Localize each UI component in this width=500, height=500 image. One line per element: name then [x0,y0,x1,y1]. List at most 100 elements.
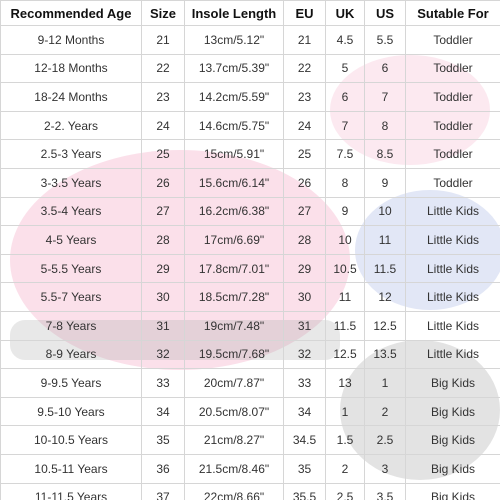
table-cell: 34.5 [283,425,326,455]
table-cell: 8.5 [364,139,406,169]
table-row: 10.5-11 Years 36 21.5cm/8.46" 35 2 3 Big Kids [0,453,500,484]
table-row: 12-18 Months 22 13.7cm/5.39" 22 5 6 Toddler [0,53,500,84]
table-cell: 13cm/5.12" [184,25,284,55]
table-cell: 9 [364,167,406,198]
table-cell: 11 [325,282,365,312]
table-cell: 26 [283,167,326,198]
table-cell: 16.2cm/6.38" [184,196,284,227]
table-cell: Toddler [405,139,500,169]
table-cell: Toddler [405,110,500,141]
table-cell: 37 [141,482,185,500]
table-cell: 7 [325,110,365,141]
table-cell: 4-5 Years [0,225,142,255]
table-cell: 18-24 Months [0,82,142,112]
column-header: UK [325,0,365,26]
table-cell: 10 [364,196,406,227]
table-cell: 22 [141,53,185,84]
table-cell: 36 [141,453,185,484]
table-cell: 22cm/8.66" [184,482,284,500]
table-cell: 14.6cm/5.75" [184,110,284,141]
table-cell: 15.6cm/6.14" [184,167,284,198]
table-cell: 35.5 [283,482,326,500]
table-cell: 7 [364,82,406,112]
table-cell: 9.5-10 Years [0,396,142,427]
column-header: Recommended Age [0,0,142,26]
table-cell: 12.5 [364,310,406,341]
table-cell: 9-9.5 Years [0,368,142,398]
table-cell: 28 [283,225,326,255]
table-cell: 2.5 [325,482,365,500]
table-row: 2-2. Years 24 14.6cm/5.75" 24 7 8 Toddler [0,110,500,141]
table-cell: 21.5cm/8.46" [184,453,284,484]
table-row: 3-3.5 Years 26 15.6cm/6.14" 26 8 9 Toddler [0,167,500,198]
table-cell: Big Kids [405,482,500,500]
header-row: Recommended Age Size Insole Length EU UK US Su… [0,0,500,26]
table-cell: 2 [325,453,365,484]
table-cell: 23 [141,82,185,112]
table-cell: 17cm/6.69" [184,225,284,255]
table-cell: 25 [283,139,326,169]
table-cell: 19cm/7.48" [184,310,284,341]
table-cell: 6 [364,53,406,84]
table-cell: 33 [141,368,185,398]
table-cell: 5.5 [364,25,406,55]
table-cell: 1 [325,396,365,427]
table-cell: 21cm/8.27" [184,425,284,455]
table-cell: 34 [141,396,185,427]
table-row: 4-5 Years 28 17cm/6.69" 28 10 11 Little Kids [0,225,500,255]
table-cell: Toddler [405,82,500,112]
table-row: 5-5.5 Years 29 17.8cm/7.01" 29 10.5 11.5 Littl… [0,253,500,284]
table-cell: 8-9 Years [0,339,142,370]
table-cell: 29 [141,253,185,284]
table-cell: 25 [141,139,185,169]
table-cell: 30 [141,282,185,312]
table-cell: 2 [364,396,406,427]
table-cell: 29 [283,253,326,284]
table-cell: Little Kids [405,225,500,255]
table-cell: 8 [364,110,406,141]
table-cell: Little Kids [405,339,500,370]
table-cell: 9-12 Months [0,25,142,55]
table-row: 2.5-3 Years 25 15cm/5.91" 25 7.5 8.5 Toddler [0,139,500,169]
table-cell: 3.5-4 Years [0,196,142,227]
table-cell: 13.7cm/5.39" [184,53,284,84]
table-cell: 2.5 [364,425,406,455]
table-cell: 4.5 [325,25,365,55]
table-cell: 30 [283,282,326,312]
table-cell: 6 [325,82,365,112]
table-cell: 5.5-7 Years [0,282,142,312]
table-cell: Big Kids [405,453,500,484]
table-cell: 13.5 [364,339,406,370]
column-header: Size [141,0,185,26]
table-cell: 9 [325,196,365,227]
table-cell: 11 [364,225,406,255]
table-cell: 3.5 [364,482,406,500]
table-cell: 27 [141,196,185,227]
table-cell: 12.5 [325,339,365,370]
table-cell: 5 [325,53,365,84]
table-cell: 24 [141,110,185,141]
table-cell: 23 [283,82,326,112]
table-cell: 11.5 [325,310,365,341]
table-row: 10-10.5 Years 35 21cm/8.27" 34.5 1.5 2.5 Big K… [0,425,500,455]
table-cell: 20cm/7.87" [184,368,284,398]
table-cell: 10-10.5 Years [0,425,142,455]
table-cell: 20.5cm/8.07" [184,396,284,427]
table-row: 9-12 Months 21 13cm/5.12" 21 4.5 5.5 Toddler [0,25,500,55]
table-cell: 11-11.5 Years [0,482,142,500]
table-cell: 26 [141,167,185,198]
table-row: 9.5-10 Years 34 20.5cm/8.07" 34 1 2 Big Kids [0,396,500,427]
table-cell: 31 [141,310,185,341]
table-cell: Toddler [405,167,500,198]
table-row: 8-9 Years 32 19.5cm/7.68" 32 12.5 13.5 Little … [0,339,500,370]
table-cell: 35 [283,453,326,484]
column-header: Sutable For [405,0,500,26]
table-cell: 34 [283,396,326,427]
table-cell: 24 [283,110,326,141]
table-cell: 1 [364,368,406,398]
table-cell: 10.5-11 Years [0,453,142,484]
table-cell: 28 [141,225,185,255]
table-cell: 7-8 Years [0,310,142,341]
table-row: 9-9.5 Years 33 20cm/7.87" 33 13 1 Big Kids [0,368,500,398]
